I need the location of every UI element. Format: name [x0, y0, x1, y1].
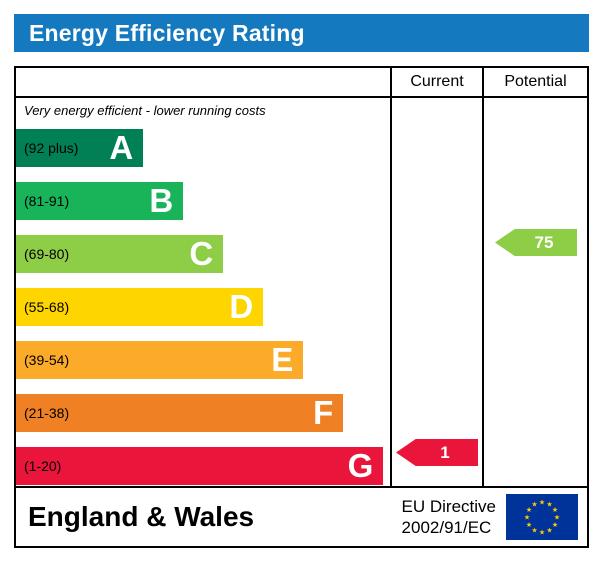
band-letter: B — [149, 182, 174, 219]
band-range-label: (39-54) — [24, 352, 70, 368]
band-row: (55-68) D — [16, 288, 390, 336]
band-bar-d: (55-68) D — [16, 288, 264, 326]
svg-text:★: ★ — [552, 521, 558, 529]
current-arrow: 1 — [396, 439, 478, 466]
svg-text:★: ★ — [526, 521, 532, 529]
band-row: (81-91) B — [16, 182, 390, 230]
current-column: 1 — [390, 98, 482, 486]
svg-text:★: ★ — [554, 514, 560, 522]
band-row: (92 plus) A — [16, 129, 390, 177]
band-bar-c: (69-80) C — [16, 235, 224, 273]
band-letter: D — [229, 288, 254, 325]
svg-text:★: ★ — [546, 501, 552, 509]
svg-text:★: ★ — [531, 527, 537, 535]
band-range-label: (81-91) — [24, 193, 70, 209]
band-letter: E — [271, 341, 294, 378]
potential-value: 75 — [534, 232, 554, 252]
column-header-current: Current — [390, 68, 482, 98]
band-letter: A — [109, 129, 134, 166]
band-range-label: (55-68) — [24, 299, 70, 315]
page-title: Energy Efficiency Rating — [29, 19, 305, 46]
svg-text:★: ★ — [526, 506, 532, 514]
band-bar-g: (1-20) G — [16, 447, 384, 485]
current-value: 1 — [440, 442, 450, 462]
band-row: (69-80) C — [16, 235, 390, 283]
band-bar-f: (21-38) F — [16, 394, 344, 432]
column-header-potential: Potential — [482, 68, 587, 98]
band-letter: F — [313, 394, 334, 431]
band-row: (39-54) E — [16, 341, 390, 389]
band-bar-b: (81-91) B — [16, 182, 184, 220]
band-bar-e: (39-54) E — [16, 341, 304, 379]
table-footer: England & Wales EU Directive 2002/91/EC … — [16, 486, 587, 546]
band-range-label: (92 plus) — [24, 140, 79, 156]
rating-table: Current Potential Very energy efficient … — [14, 66, 589, 548]
band-range-label: (69-80) — [24, 246, 70, 262]
svg-text:★: ★ — [552, 506, 558, 514]
band-letter: C — [189, 235, 214, 272]
band-range-label: (1-20) — [24, 458, 62, 474]
top-note: Very energy efficient - lower running co… — [24, 103, 266, 118]
band-bar-a: (92 plus) A — [16, 129, 144, 167]
svg-text:★: ★ — [539, 499, 545, 507]
eu-directive-line1: EU Directive — [401, 496, 496, 516]
svg-text:★: ★ — [524, 514, 530, 522]
column-header-spacer — [16, 68, 390, 98]
band-row: (21-38) F — [16, 394, 390, 442]
band-range-label: (21-38) — [24, 405, 70, 421]
potential-column: 75 — [482, 98, 587, 486]
eu-flag-icon: ★ ★ ★ ★ ★ ★ ★ ★ ★ ★ ★ ★ — [506, 494, 578, 540]
title-bar: Energy Efficiency Rating — [14, 14, 589, 52]
eu-directive-line2: 2002/91/EC — [401, 518, 492, 537]
bands-column: Very energy efficient - lower running co… — [16, 98, 390, 486]
region-label: England & Wales — [28, 501, 255, 532]
svg-text:★: ★ — [539, 529, 545, 537]
eu-directive-text: EU Directive 2002/91/EC — [402, 496, 496, 539]
band-letter: G — [347, 447, 374, 484]
svg-text:★: ★ — [531, 501, 537, 509]
svg-text:★: ★ — [546, 527, 552, 535]
band-row: (1-20) G — [16, 447, 390, 486]
potential-arrow: 75 — [495, 229, 577, 256]
